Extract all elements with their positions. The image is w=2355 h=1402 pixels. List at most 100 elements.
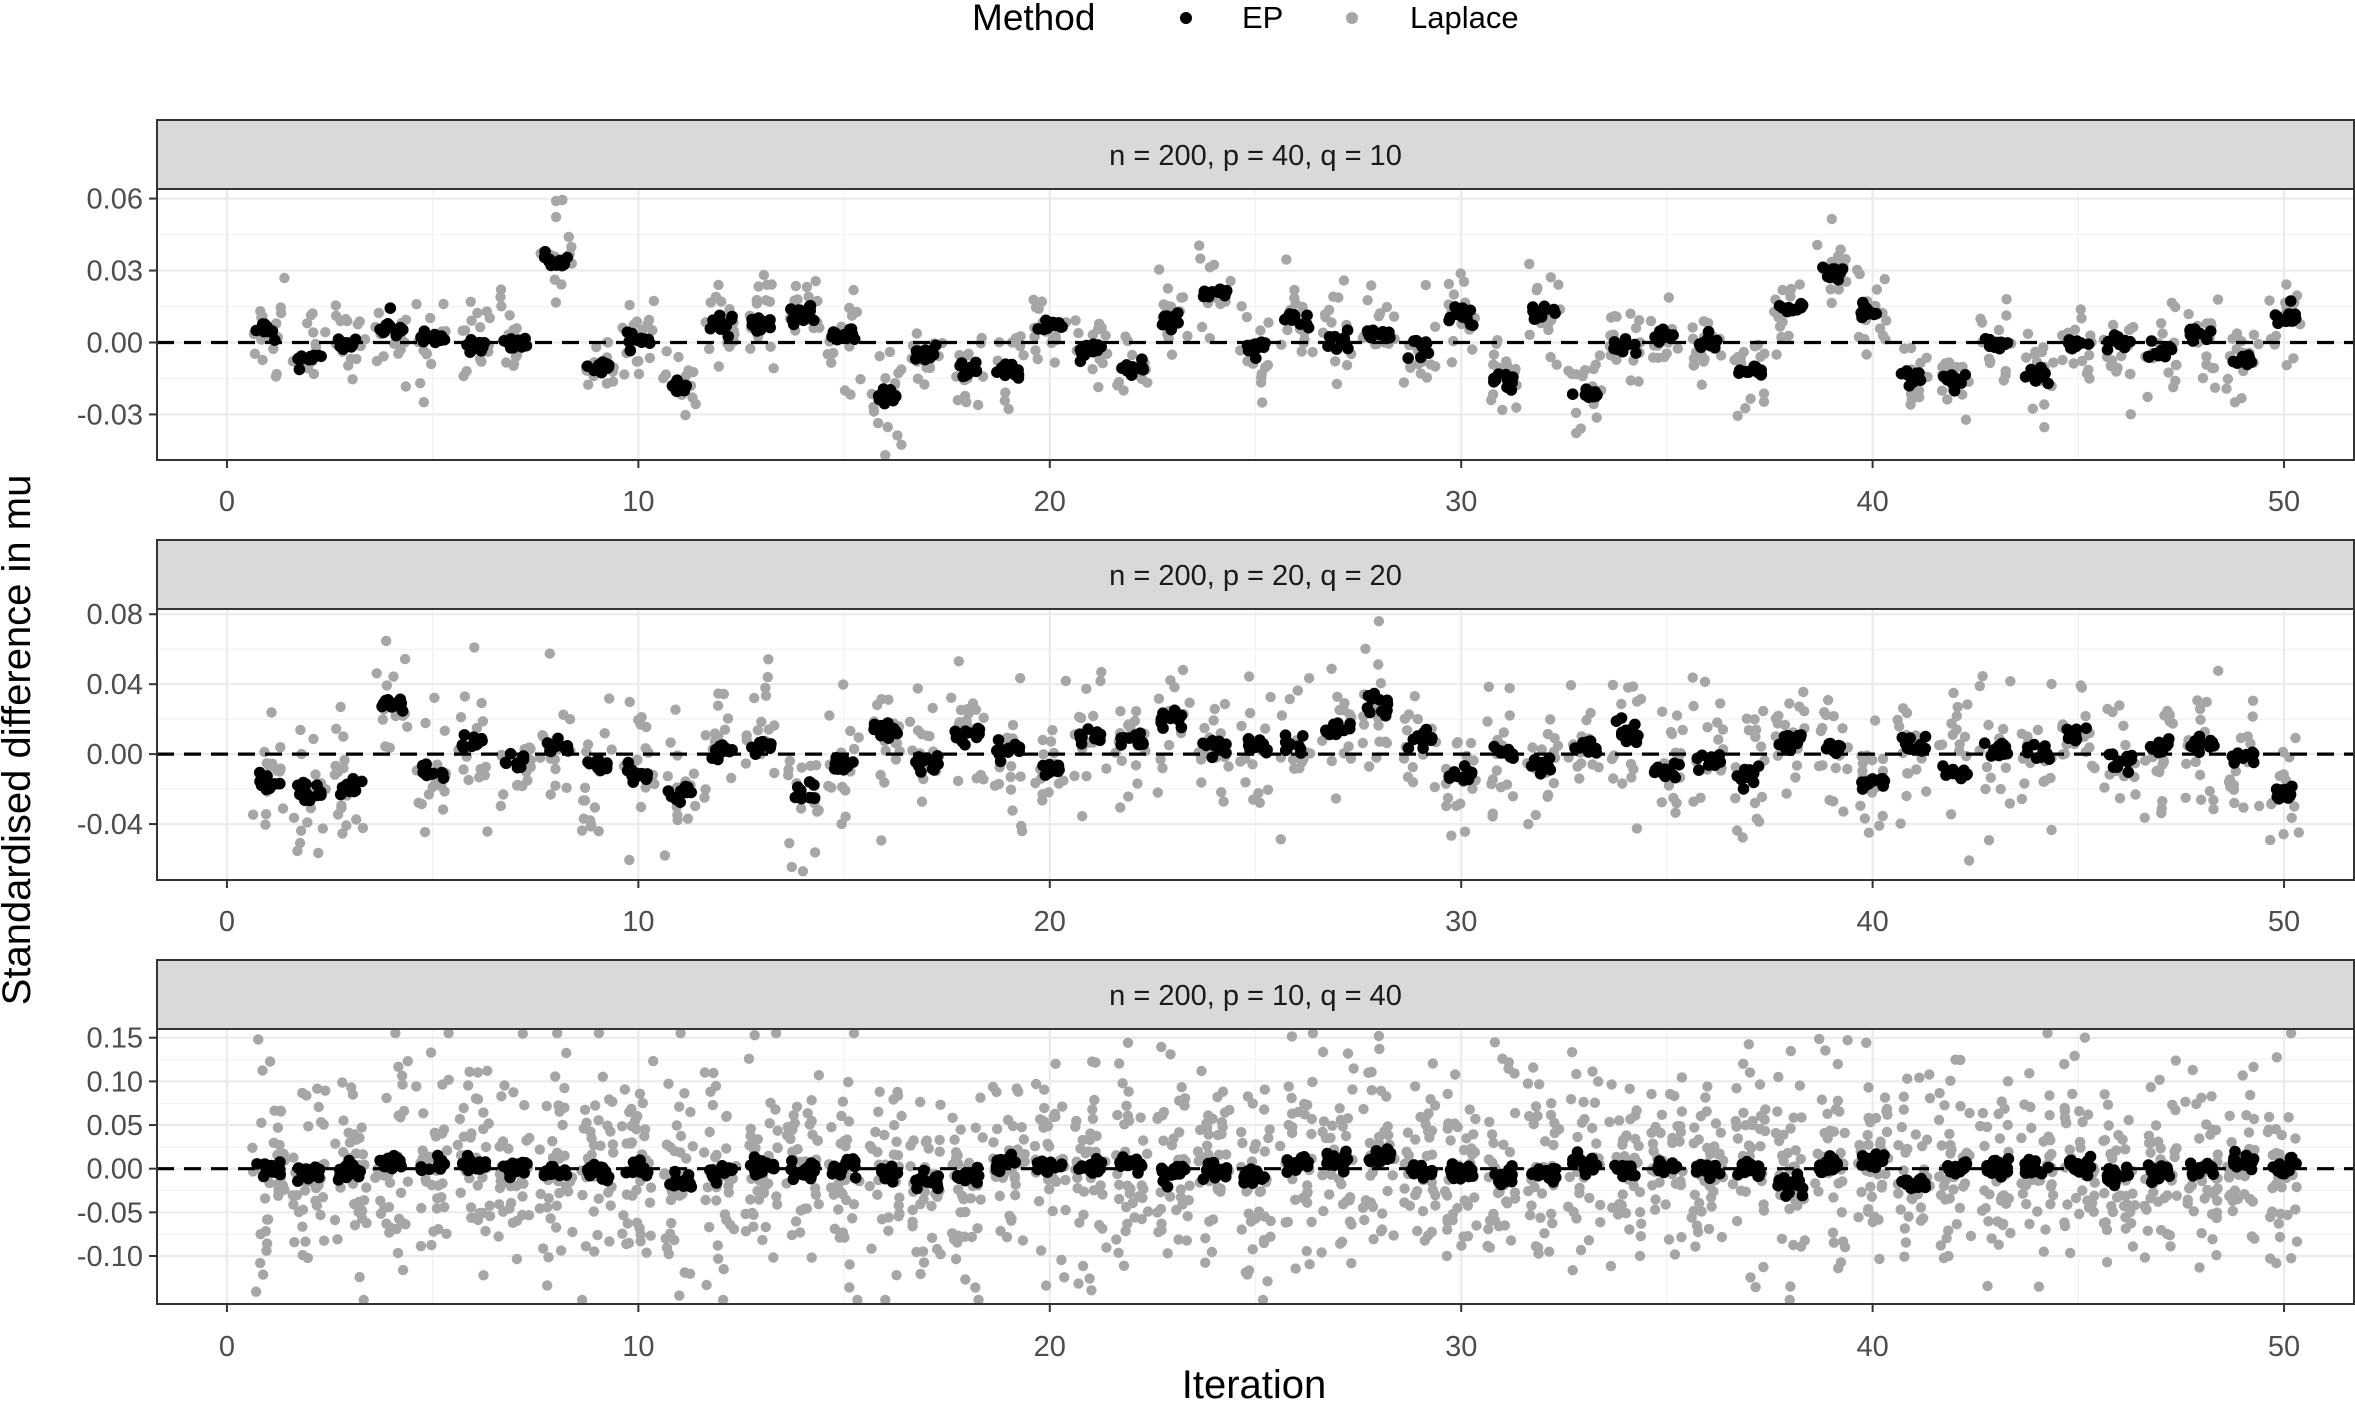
laplace-point [1289, 284, 1300, 296]
laplace-point [312, 1083, 323, 1094]
laplace-point [631, 316, 643, 327]
ep-point [970, 365, 982, 378]
laplace-point [303, 1121, 314, 1132]
ep-point [259, 320, 272, 332]
laplace-point [1399, 1183, 1410, 1194]
ep-point [513, 334, 525, 347]
ep-point [416, 1164, 428, 1177]
laplace-point [1581, 715, 1592, 726]
laplace-point [2001, 294, 2012, 305]
laplace-point [2103, 1120, 2114, 1131]
laplace-point [1676, 1232, 1687, 1243]
laplace-point [988, 1137, 999, 1148]
ep-point [2021, 741, 2034, 754]
ep-point [515, 753, 528, 766]
laplace-point [1442, 1088, 1453, 1100]
laplace-point [674, 1290, 685, 1301]
laplace-point [561, 1047, 572, 1059]
laplace-point [576, 825, 588, 836]
panel-1: n = 200, p = 40, q = 10-0.030.000.030.06… [77, 119, 2355, 518]
laplace-point [1902, 1073, 1913, 1084]
ep-point [1297, 730, 1309, 742]
laplace-point [1120, 1225, 1131, 1237]
laplace-point [891, 1136, 902, 1147]
laplace-point [1346, 1219, 1357, 1230]
laplace-point [2113, 1129, 2124, 1141]
laplace-point [1360, 643, 1371, 654]
laplace-point [1182, 1211, 1193, 1222]
laplace-point [1016, 1122, 1027, 1133]
laplace-point [935, 1099, 946, 1111]
laplace-point [679, 1088, 690, 1099]
ep-point [1658, 331, 1670, 344]
ep-point [1527, 301, 1539, 313]
laplace-point [1497, 1053, 1508, 1064]
y-tick-label: 0.00 [87, 327, 143, 359]
laplace-point [2190, 756, 2201, 768]
laplace-point [454, 1113, 466, 1125]
laplace-point [2153, 1136, 2164, 1147]
laplace-point [420, 717, 431, 729]
laplace-point [266, 707, 277, 718]
ep-point [1200, 739, 1213, 752]
laplace-point [1777, 284, 1788, 296]
laplace-point [1898, 1104, 1910, 1115]
laplace-point [1033, 1196, 1045, 1207]
laplace-point [2225, 1189, 2236, 1200]
laplace-point [317, 823, 328, 834]
laplace-point [1820, 1045, 1831, 1056]
laplace-point [1297, 301, 1308, 313]
laplace-point [1798, 686, 1809, 698]
laplace-point [619, 369, 630, 380]
laplace-point [517, 1191, 528, 1202]
laplace-point [768, 1252, 779, 1263]
laplace-point [1625, 375, 1637, 386]
laplace-point [952, 775, 964, 787]
laplace-point [2183, 308, 2194, 320]
laplace-point [1688, 700, 1699, 712]
laplace-point [876, 1214, 888, 1225]
laplace-point [1976, 1205, 1988, 1216]
laplace-point [1136, 1180, 1147, 1191]
laplace-point [684, 1268, 696, 1280]
ep-point [311, 789, 324, 802]
laplace-point [1906, 394, 1918, 405]
laplace-point [2020, 352, 2032, 363]
laplace-point [1382, 1185, 1393, 1197]
laplace-point [1815, 725, 1827, 737]
laplace-point [396, 1070, 408, 1081]
laplace-point [1007, 719, 1019, 731]
laplace-point [809, 847, 821, 858]
laplace-point [1706, 1201, 1717, 1212]
laplace-point [1307, 1076, 1318, 1088]
laplace-point [1070, 315, 1081, 326]
laplace-point [1785, 283, 1797, 295]
ep-point [293, 363, 306, 376]
laplace-point [428, 1226, 439, 1237]
laplace-point [1863, 1082, 1874, 1093]
laplace-point [1430, 1190, 1441, 1201]
laplace-point [338, 731, 349, 742]
laplace-point [1663, 292, 1675, 303]
laplace-point [550, 1071, 561, 1082]
laplace-point [616, 1121, 628, 1132]
laplace-point [2046, 678, 2057, 690]
laplace-point [699, 792, 710, 803]
laplace-point [2231, 328, 2243, 339]
laplace-point [371, 668, 382, 679]
laplace-point [621, 1238, 632, 1250]
laplace-point [1289, 292, 1300, 304]
laplace-point [1794, 701, 1805, 712]
laplace-point [1688, 1138, 1700, 1149]
ep-point [787, 318, 800, 331]
laplace-point [700, 1194, 711, 1206]
laplace-point [1695, 792, 1706, 803]
ep-point [1047, 316, 1059, 329]
laplace-point [1788, 1112, 1799, 1123]
laplace-point [603, 1187, 614, 1198]
laplace-point [2288, 353, 2299, 364]
ep-point [624, 344, 637, 357]
laplace-point [1524, 329, 1535, 340]
panel-2: n = 200, p = 20, q = 20-0.040.000.040.08… [77, 539, 2355, 938]
laplace-point [631, 1184, 642, 1196]
